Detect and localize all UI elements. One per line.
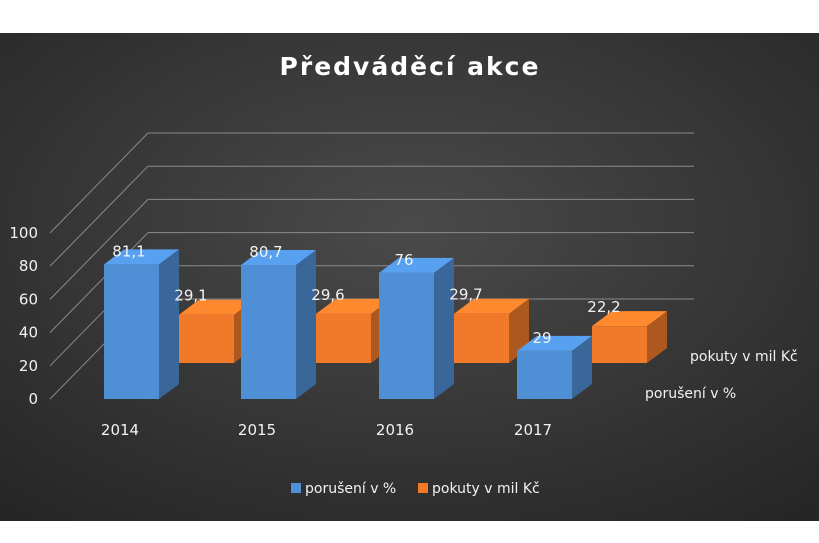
bar-front <box>241 265 296 399</box>
x-category-label: 2016 <box>376 421 414 439</box>
data-label: 81,1 <box>112 242 145 260</box>
data-label: 22,2 <box>587 298 620 316</box>
gridline-wall <box>49 165 149 267</box>
legend-swatch-porušení <box>291 483 301 493</box>
y-tick-label: 40 <box>19 324 38 342</box>
bar-side <box>647 311 667 363</box>
chart-area: Předváděcí akce 0 20 40 60 80 100 2014 2015 2016… <box>0 33 819 521</box>
bar-top <box>179 299 254 315</box>
data-label: 76 <box>394 251 413 269</box>
data-label: 29,1 <box>174 287 207 305</box>
legend-label-pokuty: pokuty v mil Kč <box>432 481 540 497</box>
bar-top <box>517 335 592 351</box>
data-label: 80,7 <box>249 243 282 261</box>
chart-svg: Předváděcí akce 0 20 40 60 80 100 2014 2015 2016… <box>0 33 819 521</box>
bar-front <box>179 314 234 363</box>
legend: porušení v % pokuty v mil Kč <box>291 481 540 497</box>
bar-side <box>159 249 179 399</box>
depth-label-front: porušení v % <box>645 386 736 402</box>
data-label: 29 <box>532 329 551 347</box>
x-category-label: 2017 <box>514 421 552 439</box>
bar-top <box>241 250 316 266</box>
y-tick-label: 0 <box>28 390 38 408</box>
bars-layer <box>104 249 667 399</box>
bar-front <box>517 350 572 399</box>
gridline-wall <box>49 232 149 333</box>
bar-side <box>296 250 316 399</box>
labels-layer: 29,1 29,6 29,7 22,2 81,1 80,7 76 29 <box>112 242 620 346</box>
bar-top <box>454 298 529 314</box>
legend-swatch-pokuty <box>418 483 428 493</box>
gridline-wall <box>49 199 149 300</box>
y-tick-label: 20 <box>19 357 38 375</box>
bar-top <box>379 257 454 273</box>
chart-title: Předváděcí akce <box>280 52 541 81</box>
y-tick-label: 100 <box>9 224 38 242</box>
gridline-wall <box>49 132 149 234</box>
bar-side <box>572 335 592 399</box>
depth-label-back: pokuty v mil Kč <box>690 349 798 365</box>
x-category-label: 2015 <box>238 421 276 439</box>
bar-top <box>592 311 667 327</box>
bar-front <box>454 313 509 363</box>
bar-front <box>104 264 159 399</box>
data-label: 29,6 <box>311 286 344 304</box>
bar-front <box>316 313 371 363</box>
bar-side <box>434 257 454 399</box>
y-tick-label: 60 <box>19 290 38 308</box>
axis-layer: 0 20 40 60 80 100 2014 2015 2016 2017 pokuty v mil… <box>9 224 797 439</box>
legend-label-porušení: porušení v % <box>305 481 396 497</box>
y-tick-label: 80 <box>19 257 38 275</box>
bar-top <box>104 249 179 265</box>
x-category-label: 2014 <box>101 421 139 439</box>
bar-front <box>379 272 434 399</box>
bar-top <box>316 298 391 314</box>
data-label: 29,7 <box>449 286 482 304</box>
bar-front <box>592 326 647 363</box>
